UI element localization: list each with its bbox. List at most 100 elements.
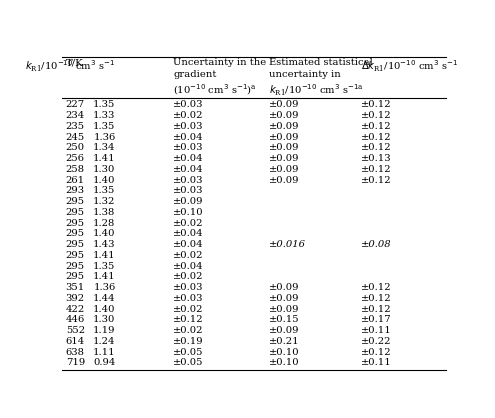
Text: $k_\mathregular{R1}$/10$^{-10}$ cm$^3$ s$^{-1\mathregular{a}}$: $k_\mathregular{R1}$/10$^{-10}$ cm$^3$ s… [269,83,364,98]
Text: ±0.02: ±0.02 [173,326,203,335]
Text: ±0.02: ±0.02 [173,219,203,228]
Text: 1.35: 1.35 [93,262,116,270]
Text: 1.24: 1.24 [93,337,116,346]
Text: ±0.03: ±0.03 [173,294,203,303]
Text: 1.41: 1.41 [93,251,116,260]
Text: 719: 719 [66,358,85,367]
Text: $\Delta k_\mathregular{R1}$/10$^{-10}$ cm$^3$ s$^{-1}$: $\Delta k_\mathregular{R1}$/10$^{-10}$ c… [361,58,458,74]
Text: 1.44: 1.44 [93,294,116,303]
Text: 295: 295 [66,229,85,238]
Text: 1.11: 1.11 [93,348,116,357]
Text: gradient: gradient [173,71,216,79]
Text: ±0.12: ±0.12 [361,283,392,292]
Text: ±0.12: ±0.12 [361,122,392,131]
Text: ±0.10: ±0.10 [173,208,204,217]
Text: 1.33: 1.33 [93,111,116,120]
Text: ±0.09: ±0.09 [269,165,299,174]
Text: ±0.12: ±0.12 [361,133,392,142]
Text: ±0.04: ±0.04 [173,165,204,174]
Text: 256: 256 [66,154,85,163]
Text: ±0.22: ±0.22 [361,337,392,346]
Text: 295: 295 [66,197,85,206]
Text: ±0.04: ±0.04 [173,154,204,163]
Text: 295: 295 [66,262,85,270]
Text: ±0.09: ±0.09 [269,122,299,131]
Text: ±0.17: ±0.17 [361,316,392,324]
Text: 295: 295 [66,240,85,249]
Text: ±0.11: ±0.11 [361,358,392,367]
Text: Estimated statistical: Estimated statistical [269,58,373,67]
Text: ±0.12: ±0.12 [361,305,392,314]
Text: ±0.12: ±0.12 [361,165,392,174]
Text: ±0.04: ±0.04 [173,229,204,238]
Text: ±0.09: ±0.09 [173,197,203,206]
Text: 446: 446 [66,316,85,324]
Text: ±0.03: ±0.03 [173,283,203,292]
Text: ±0.12: ±0.12 [361,348,392,357]
Text: 295: 295 [66,251,85,260]
Text: ±0.12: ±0.12 [361,100,392,110]
Text: ±0.03: ±0.03 [173,100,203,110]
Text: ±0.10: ±0.10 [269,348,299,357]
Text: ±0.09: ±0.09 [269,283,299,292]
Text: 293: 293 [66,186,85,195]
Text: $k_\mathregular{R1}$/10$^{-10}$ cm$^3$ s$^{-1}$: $k_\mathregular{R1}$/10$^{-10}$ cm$^3$ s… [25,58,116,74]
Text: ±0.04: ±0.04 [173,133,204,142]
Text: ±0.21: ±0.21 [269,337,299,346]
Text: 392: 392 [66,294,85,303]
Text: ±0.09: ±0.09 [269,294,299,303]
Text: 295: 295 [66,219,85,228]
Text: ±0.02: ±0.02 [173,273,203,281]
Text: 258: 258 [66,165,85,174]
Text: 1.30: 1.30 [93,316,116,324]
Text: 295: 295 [66,208,85,217]
Text: ±0.08: ±0.08 [361,240,392,249]
Text: 1.19: 1.19 [93,326,116,335]
Text: 614: 614 [66,337,85,346]
Text: 1.40: 1.40 [93,176,116,185]
Text: 1.43: 1.43 [93,240,116,249]
Text: T/K: T/K [66,58,83,67]
Text: uncertainty in: uncertainty in [269,71,341,79]
Text: Uncertainty in the: Uncertainty in the [173,58,266,67]
Text: ±0.03: ±0.03 [173,176,203,185]
Text: ±0.04: ±0.04 [173,240,204,249]
Text: ±0.09: ±0.09 [269,133,299,142]
Text: ±0.02: ±0.02 [173,305,203,314]
Text: 1.34: 1.34 [93,143,116,153]
Text: 1.28: 1.28 [93,219,116,228]
Text: 0.94: 0.94 [93,358,116,367]
Text: ±0.03: ±0.03 [173,186,203,195]
Text: ±0.12: ±0.12 [361,143,392,153]
Text: 227: 227 [66,100,85,110]
Text: ±0.02: ±0.02 [173,111,203,120]
Text: ±0.11: ±0.11 [361,326,392,335]
Text: 1.35: 1.35 [93,122,116,131]
Text: ±0.09: ±0.09 [269,305,299,314]
Text: ±0.12: ±0.12 [361,111,392,120]
Text: 1.36: 1.36 [94,283,116,292]
Text: ±0.02: ±0.02 [173,251,203,260]
Text: ±0.05: ±0.05 [173,358,203,367]
Text: 1.35: 1.35 [93,100,116,110]
Text: 351: 351 [66,283,85,292]
Text: ±0.13: ±0.13 [361,154,392,163]
Text: 250: 250 [66,143,85,153]
Text: 422: 422 [66,305,85,314]
Text: 1.40: 1.40 [93,305,116,314]
Text: ±0.09: ±0.09 [269,100,299,110]
Text: 638: 638 [66,348,85,357]
Text: ±0.03: ±0.03 [173,122,203,131]
Text: 1.38: 1.38 [93,208,116,217]
Text: ±0.09: ±0.09 [269,326,299,335]
Text: 1.35: 1.35 [93,186,116,195]
Text: ±0.09: ±0.09 [269,176,299,185]
Text: ±0.12: ±0.12 [173,316,204,324]
Text: ±0.04: ±0.04 [173,262,204,270]
Text: ±0.03: ±0.03 [173,143,203,153]
Text: ±0.10: ±0.10 [269,358,299,367]
Text: 234: 234 [66,111,85,120]
Text: ±0.09: ±0.09 [269,143,299,153]
Text: ±0.09: ±0.09 [269,111,299,120]
Text: 552: 552 [66,326,85,335]
